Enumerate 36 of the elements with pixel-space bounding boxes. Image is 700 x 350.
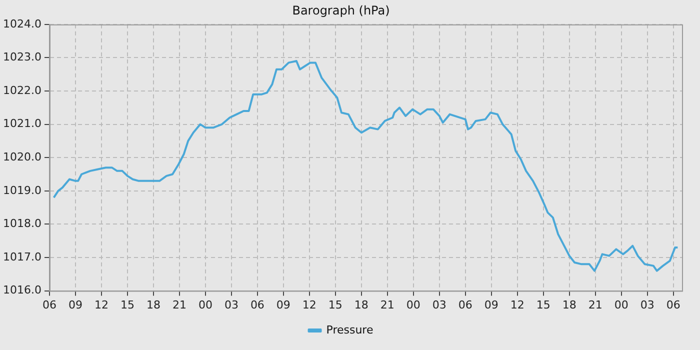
y-tick-label: 1017.0: [2, 250, 42, 264]
x-tick-label: 18: [562, 298, 576, 312]
x-tick-label: 21: [380, 298, 394, 312]
x-tick-label: 18: [146, 298, 160, 312]
x-tick-label: 06: [458, 298, 472, 312]
y-tick-label: 1022.0: [2, 84, 42, 97]
x-tick-label: 06: [42, 298, 56, 312]
y-tick-label: 1019.0: [2, 184, 42, 197]
x-tick-label: 12: [302, 298, 316, 312]
x-tick-label: 18: [354, 298, 368, 312]
x-tick-label: 06: [666, 298, 680, 312]
y-tick-label: 1023.0: [2, 50, 42, 64]
x-tick-label: 03: [432, 298, 446, 312]
x-tick-label: 00: [198, 298, 212, 312]
x-tick-label: 15: [536, 298, 550, 312]
x-tick-label: 15: [120, 298, 134, 312]
x-tick-label: 15: [328, 298, 342, 312]
x-tick-label: 03: [224, 298, 238, 312]
x-tick-label: 03: [640, 298, 654, 312]
y-tick-label: 1021.0: [2, 117, 42, 130]
legend-label: Pressure: [326, 323, 374, 336]
x-tick-label: 09: [276, 298, 290, 312]
y-tick-label: 1024.0: [2, 17, 42, 30]
x-tick-label: 00: [614, 298, 628, 312]
x-tick-label: 09: [484, 298, 498, 312]
x-tick-label: 21: [172, 298, 186, 312]
x-tick-label: 06: [250, 298, 264, 312]
y-tick-label: 1016.0: [2, 284, 42, 297]
y-tick-label: 1018.0: [2, 217, 42, 230]
x-tick-label: 12: [510, 298, 524, 312]
y-tick-label: 1020.0: [2, 150, 42, 164]
chart-title: Barograph (hPa): [292, 3, 390, 18]
x-tick-label: 09: [68, 298, 82, 312]
x-tick-label: 00: [406, 298, 420, 312]
x-tick-label: 21: [588, 298, 602, 312]
x-tick-label: 12: [94, 298, 108, 312]
